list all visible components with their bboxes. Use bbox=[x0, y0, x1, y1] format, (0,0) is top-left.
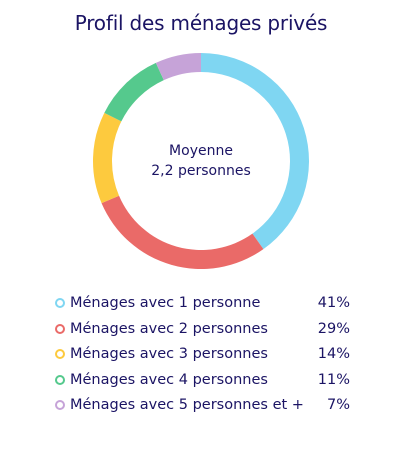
legend-value: 7% bbox=[326, 397, 350, 413]
chart-legend: Ménages avec 1 personne 41% Ménages avec… bbox=[55, 293, 350, 421]
legend-marker-icon bbox=[55, 298, 65, 308]
legend-item-5: Ménages avec 5 personnes et + 7% bbox=[55, 395, 350, 421]
donut-slice-4 bbox=[104, 62, 164, 122]
legend-value: 11% bbox=[317, 371, 350, 388]
legend-marker-icon bbox=[55, 349, 65, 359]
donut-center-label: Moyenne 2,2 personnes bbox=[121, 141, 281, 181]
legend-item-2: Ménages avec 2 personnes 29% bbox=[55, 319, 350, 345]
donut-slice-2 bbox=[101, 195, 264, 270]
donut-slices bbox=[93, 53, 310, 270]
legend-label: Ménages avec 1 personne bbox=[70, 295, 261, 311]
legend-value: 14% bbox=[317, 346, 350, 362]
legend-marker-icon bbox=[55, 374, 65, 385]
donut-chart bbox=[93, 53, 310, 270]
legend-marker-icon bbox=[55, 400, 65, 410]
legend-label: Ménages avec 5 personnes et + bbox=[70, 397, 304, 413]
legend-item-1: Ménages avec 1 personne 41% bbox=[55, 293, 350, 319]
donut-slice-1 bbox=[201, 53, 310, 250]
legend-label: Ménages avec 2 personnes bbox=[70, 320, 268, 337]
legend-item-3: Ménages avec 3 personnes 14% bbox=[55, 344, 350, 370]
legend-label: Ménages avec 4 personnes bbox=[70, 371, 268, 388]
donut-slice-5 bbox=[155, 53, 201, 81]
legend-value: 41% bbox=[317, 295, 350, 311]
center-label-line2: 2,2 personnes bbox=[151, 163, 251, 179]
center-label-line1: Moyenne bbox=[169, 143, 233, 159]
legend-marker-icon bbox=[55, 323, 65, 334]
legend-label: Ménages avec 3 personnes bbox=[70, 346, 268, 362]
legend-item-4: Ménages avec 4 personnes 11% bbox=[55, 370, 350, 396]
donut-slice-3 bbox=[93, 112, 122, 204]
chart-title: Profil des ménages privés bbox=[74, 11, 328, 35]
legend-value: 29% bbox=[317, 320, 350, 337]
